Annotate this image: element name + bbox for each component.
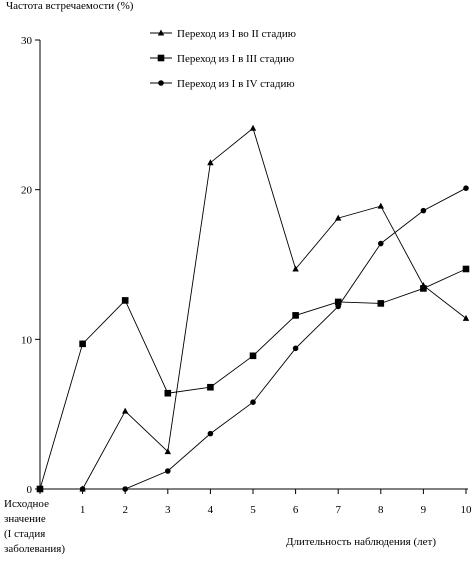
y-axis-title: Частота встречаемости (%) — [6, 0, 134, 12]
baseline-label-line: (I стадия — [4, 528, 46, 540]
series-line-1 — [40, 127, 467, 490]
series-2-point — [292, 312, 299, 319]
series-3-point — [292, 345, 299, 352]
x-tick-label: 1 — [80, 504, 86, 516]
baseline-label-line: Исходное — [4, 498, 49, 510]
legend-marker — [158, 80, 164, 86]
series-1-point — [377, 202, 384, 209]
series-2-point — [249, 352, 257, 360]
series-3-point — [79, 486, 86, 492]
legend-marker — [157, 54, 165, 62]
series-2-point — [121, 297, 129, 304]
series-3-point — [463, 185, 469, 191]
series-3-point — [378, 240, 384, 247]
series-3-point — [37, 486, 43, 492]
series-3-point — [250, 399, 256, 405]
x-tick-label: 6 — [293, 504, 299, 516]
series-1-point — [249, 124, 257, 131]
y-tick-label: 0 — [27, 484, 33, 496]
series-3-point — [335, 303, 342, 310]
tick-labels: 0 10 20 30 1 2 3 4 5 6 7 8 9 10 — [21, 35, 472, 516]
baseline-label-line: значение — [4, 513, 46, 525]
baseline-label-line: заболевания) — [4, 543, 65, 555]
legend-marker — [157, 29, 165, 36]
series-3-point — [122, 486, 128, 492]
legend-entry-label: Переход из I в IV стадию — [177, 78, 295, 90]
series-1-point — [335, 214, 342, 221]
series-1-point — [164, 448, 171, 455]
axes — [35, 39, 468, 494]
x-tick-label: 4 — [208, 504, 214, 516]
series-1-point — [122, 407, 129, 414]
series-2-point — [79, 340, 86, 348]
legend-entry-label: Переход из I в III стадию — [177, 53, 294, 65]
series-markers — [36, 124, 470, 493]
series-line-2 — [39, 268, 467, 490]
series-3-point — [207, 430, 214, 437]
x-tick-label: 9 — [421, 504, 427, 516]
series-lines — [39, 127, 467, 490]
series-3-point — [165, 468, 171, 474]
x-axis-title: Длительность наблюдения (лет) — [286, 536, 436, 548]
x-tick-label: 5 — [250, 504, 256, 516]
x-tick-label: 2 — [122, 504, 128, 516]
series-line-3 — [40, 187, 467, 490]
series-1-point — [207, 159, 214, 166]
x-tick-label: 7 — [335, 504, 341, 516]
series-2-point — [207, 383, 214, 391]
x-tick-label: 8 — [378, 504, 384, 516]
x-tick-label: 10 — [461, 504, 473, 516]
baseline-label: Исходное значение (I стадия заболевания) — [4, 497, 65, 557]
y-tick-label: 20 — [21, 185, 33, 197]
series-2-point — [462, 265, 470, 273]
series-2-point — [420, 285, 427, 292]
y-tick-label: 10 — [21, 334, 33, 346]
x-tick-label: 3 — [165, 504, 171, 516]
legend-entry-label: Переход из I во II стадию — [177, 28, 296, 40]
y-tick-label: 30 — [21, 35, 33, 47]
series-1-point — [292, 265, 299, 272]
series-2-point — [164, 389, 172, 397]
series-2-point — [377, 300, 385, 307]
series-2-point — [334, 298, 342, 306]
series-3-point — [420, 207, 427, 214]
series-1-point — [462, 314, 470, 321]
legend: Переход из I во II стадию Переход из I в … — [150, 28, 296, 90]
